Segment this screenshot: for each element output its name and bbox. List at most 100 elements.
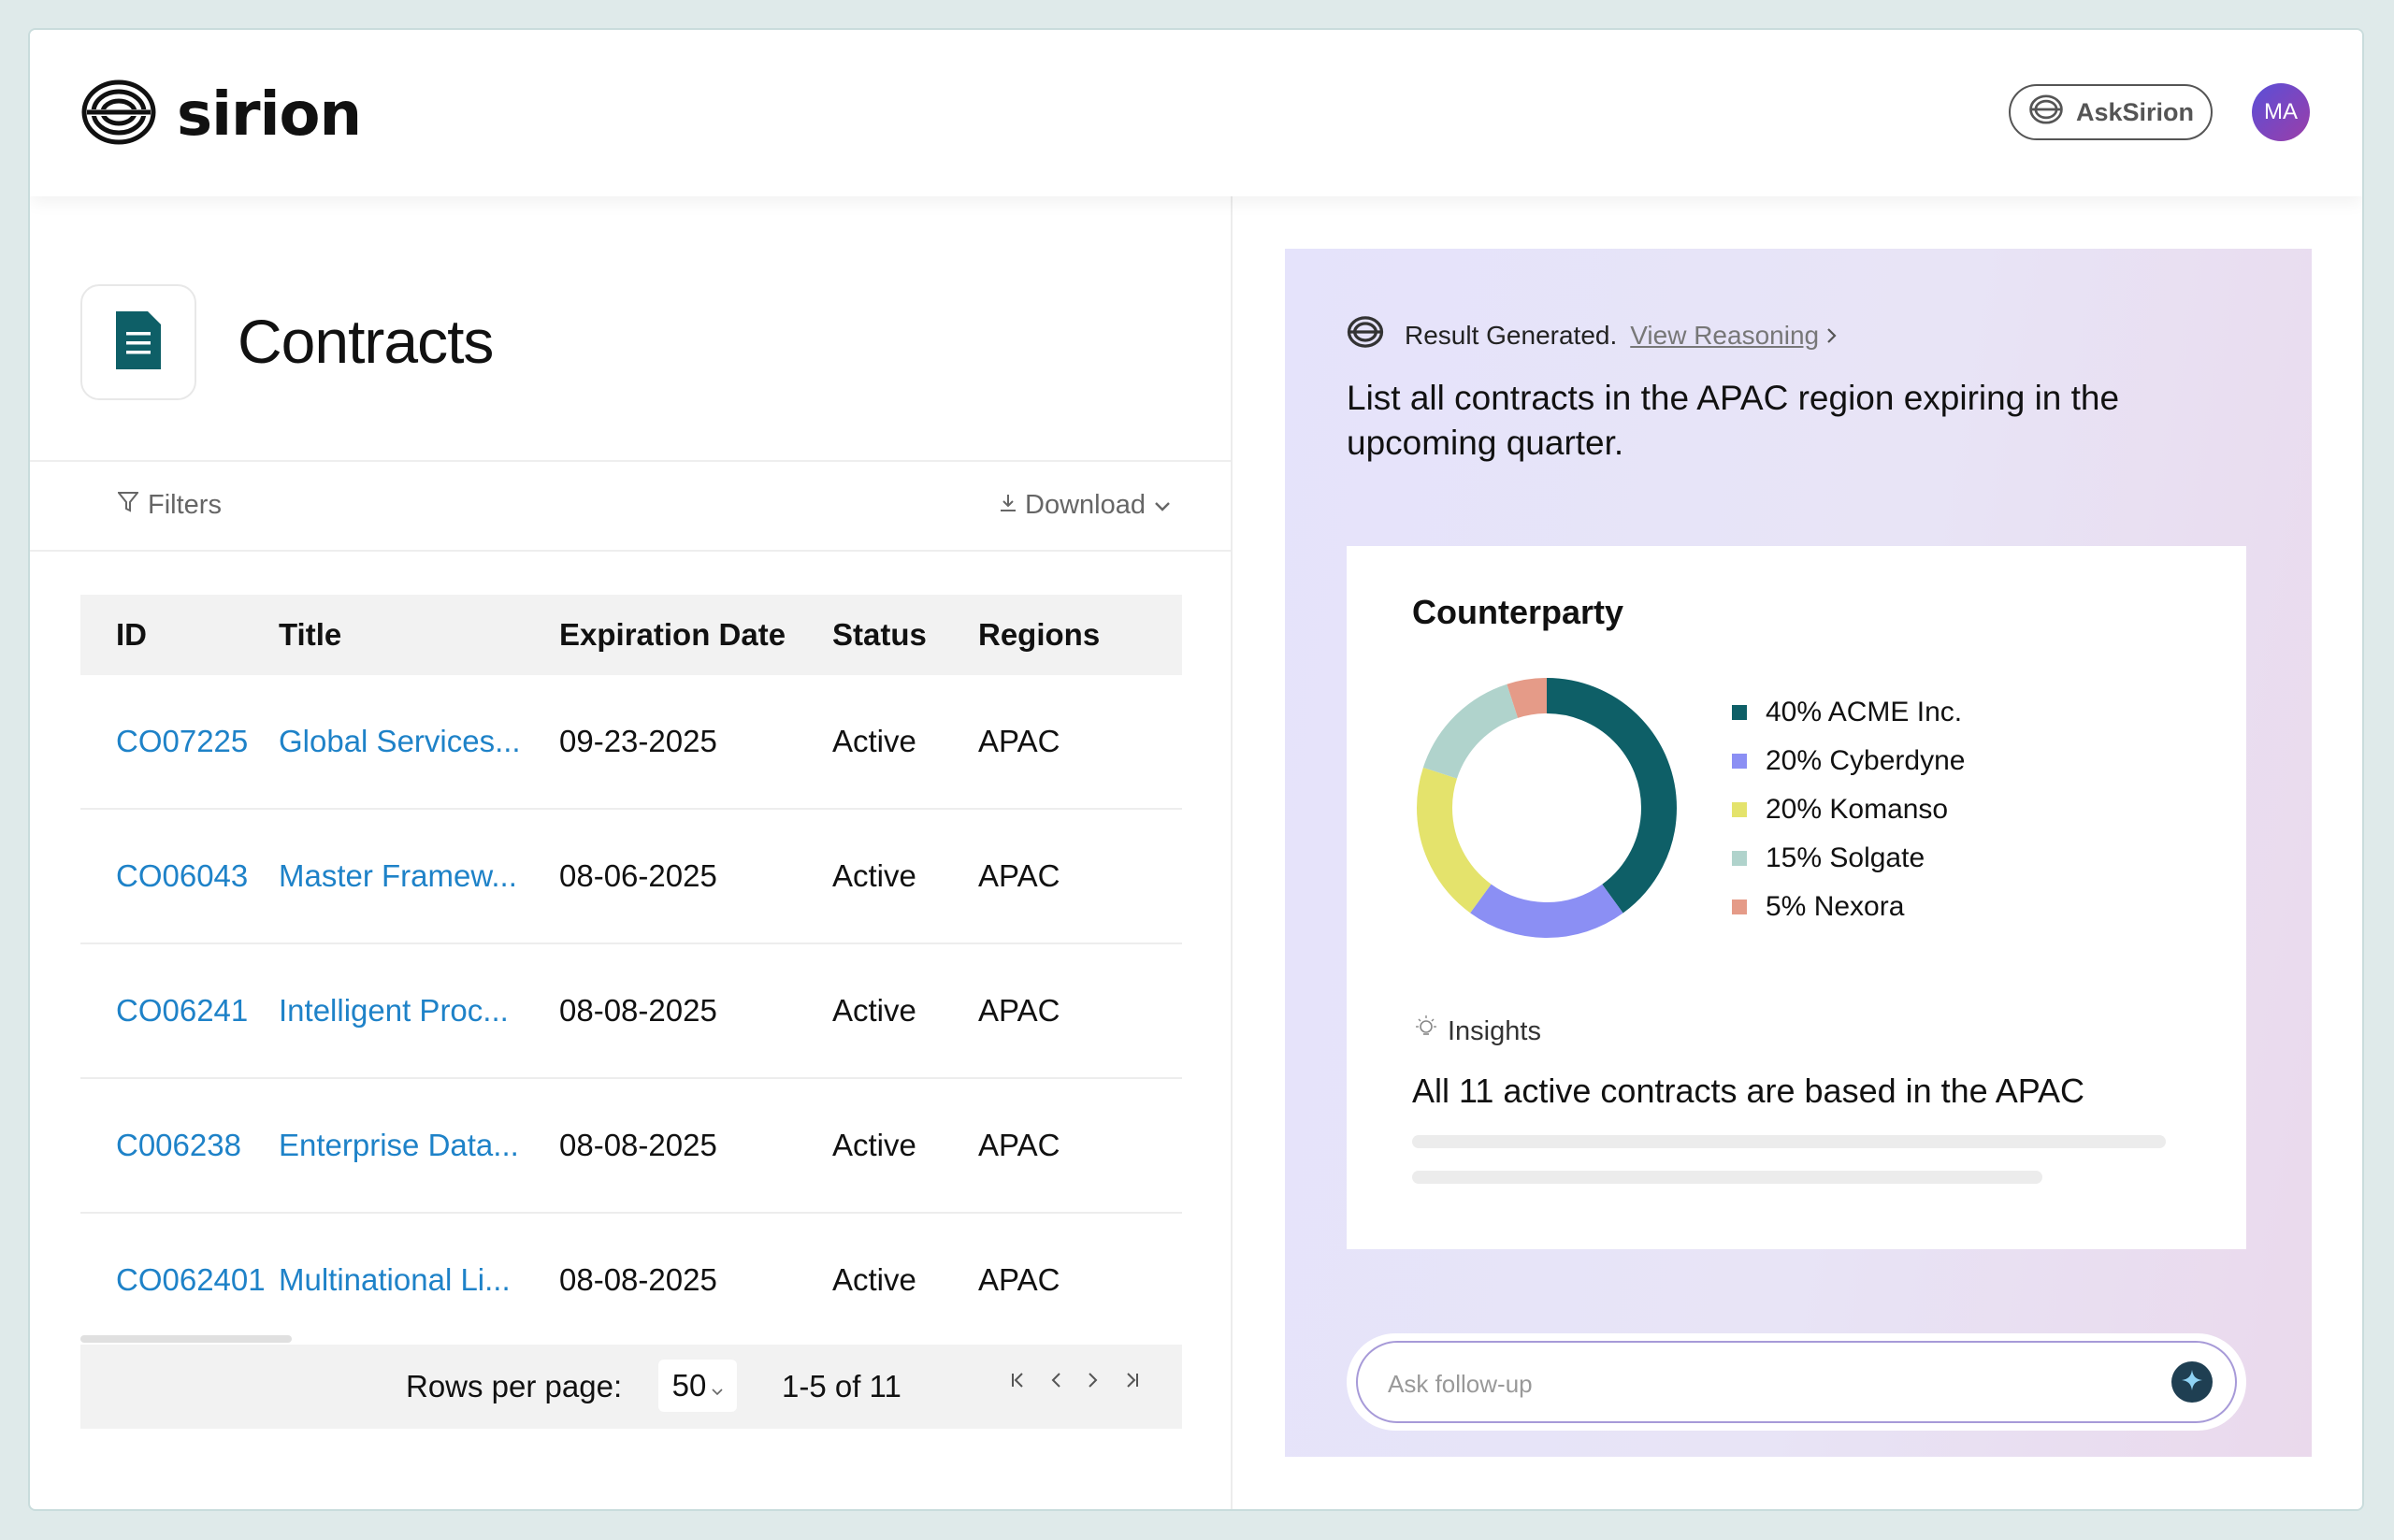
legend-swatch (1732, 802, 1747, 817)
legend-label: 20% Komanso (1766, 794, 1949, 825)
contract-title-link[interactable]: Multinational Li... (279, 1262, 511, 1297)
contract-title-link[interactable]: Intelligent Proc... (279, 993, 509, 1028)
expiration-date: 09-23-2025 (559, 724, 717, 758)
chevron-down-icon (1153, 490, 1172, 521)
insights-text: All 11 active contracts are based in the… (1412, 1072, 2085, 1110)
column-header-regions[interactable]: Regions (978, 617, 1101, 652)
sparkle-icon (2180, 1368, 2204, 1397)
result-generated-text: Result Generated. (1405, 320, 1618, 350)
contract-title-link[interactable]: Global Services... (279, 724, 521, 758)
donut-slice-4[interactable] (1417, 678, 1677, 938)
column-header-id[interactable]: ID (116, 617, 147, 652)
filters-button[interactable]: Filters (116, 490, 222, 521)
send-button[interactable] (2171, 1361, 2213, 1403)
ask-sirion-panel: Result Generated. View Reasoning List al… (1285, 249, 2312, 1457)
legend-item: 20% Komanso (1732, 785, 1965, 834)
rows-per-page-select[interactable]: 50 (658, 1360, 737, 1412)
contracts-icon-box (80, 284, 196, 400)
user-prompt: List all contracts in the APAC region ex… (1347, 379, 2120, 462)
result-status: Result Generated. View Reasoning (1347, 316, 1838, 354)
pagination-bar: Rows per page: 50 1-5 of 11 (80, 1345, 1182, 1429)
download-button[interactable]: Download (999, 490, 1172, 521)
last-page-icon[interactable] (1117, 1365, 1148, 1397)
sirion-logo-icon (1347, 316, 1384, 354)
status: Active (832, 858, 916, 893)
table-row[interactable]: CO07225 Global Services... 09-23-2025 Ac… (80, 675, 1182, 810)
region: APAC (978, 724, 1060, 758)
ask-sirion-label: AskSirion (2075, 97, 2195, 126)
table-row[interactable]: C006238 Enterprise Data... 08-08-2025 Ac… (80, 1079, 1182, 1214)
region: APAC (978, 858, 1060, 893)
contract-id-link[interactable]: CO06241 (116, 993, 249, 1028)
contract-id-link[interactable]: CO07225 (116, 724, 249, 758)
contracts-panel: Contracts Filters Download ID Title Expi… (30, 196, 1233, 1509)
contract-title-link[interactable]: Enterprise Data... (279, 1128, 519, 1162)
column-header-status[interactable]: Status (832, 617, 927, 652)
page-title: Contracts (238, 307, 494, 376)
legend-swatch (1732, 851, 1747, 866)
view-reasoning-link[interactable]: View Reasoning (1630, 320, 1820, 350)
previous-page-icon[interactable] (1040, 1365, 1072, 1397)
rows-per-page-label: Rows per page: (406, 1369, 623, 1403)
expiration-date: 08-08-2025 (559, 1128, 717, 1162)
table-header: ID Title Expiration Date Status Regions (80, 595, 1182, 675)
download-icon (999, 490, 1017, 521)
chart-title: Counterparty (1412, 593, 1624, 631)
counterparty-donut-chart (1417, 678, 1677, 938)
sirion-logo-icon (2027, 94, 2065, 131)
contract-id-link[interactable]: CO062401 (116, 1262, 266, 1297)
followup-field-wrapper (1356, 1341, 2237, 1423)
followup-box (1347, 1333, 2246, 1431)
table-row[interactable]: CO062401 Multinational Li... 08-08-2025 … (80, 1214, 1182, 1346)
app-window: sirion AskSirion MA (30, 30, 2362, 1509)
contract-id-link[interactable]: CO06043 (116, 858, 249, 893)
chevron-right-icon[interactable] (1826, 321, 1838, 351)
status: Active (832, 1128, 916, 1162)
legend-label: 20% Cyberdyne (1766, 745, 1966, 776)
expiration-date: 08-08-2025 (559, 1262, 717, 1297)
region: APAC (978, 993, 1060, 1028)
table-row[interactable]: CO06241 Intelligent Proc... 08-08-2025 A… (80, 944, 1182, 1079)
legend-item: 40% ACME Inc. (1732, 688, 1965, 737)
top-header: sirion AskSirion MA (30, 30, 2362, 196)
legend-swatch (1732, 754, 1747, 769)
expiration-date: 08-08-2025 (559, 993, 717, 1028)
legend-item: 15% Solgate (1732, 834, 1965, 883)
rows-per-page-value: 50 (671, 1368, 707, 1403)
table-row[interactable]: CO06043 Master Framew... 08-06-2025 Acti… (80, 810, 1182, 944)
loading-placeholder-line (1412, 1171, 2042, 1184)
followup-input[interactable] (1386, 1360, 2119, 1408)
next-page-icon[interactable] (1077, 1365, 1109, 1397)
contract-id-link[interactable]: C006238 (116, 1128, 241, 1162)
document-icon (116, 310, 161, 374)
first-page-icon[interactable] (1002, 1365, 1033, 1397)
brand-logo[interactable]: sirion (81, 79, 362, 151)
filters-label: Filters (148, 490, 222, 520)
insights-header: Insights (1412, 1014, 1541, 1049)
ask-sirion-button[interactable]: AskSirion (2009, 84, 2213, 140)
contracts-table: ID Title Expiration Date Status Regions … (80, 595, 1182, 1346)
chevron-down-icon (712, 1368, 723, 1403)
legend-item: 20% Cyberdyne (1732, 737, 1965, 785)
legend-swatch (1732, 900, 1747, 914)
download-label: Download (1025, 490, 1146, 520)
column-header-expiration-date[interactable]: Expiration Date (559, 617, 786, 652)
horizontal-scrollbar[interactable] (80, 1335, 292, 1343)
column-header-title[interactable]: Title (279, 617, 342, 652)
status: Active (832, 1262, 916, 1297)
sirion-logo-icon (81, 79, 156, 151)
expiration-date: 08-06-2025 (559, 858, 717, 893)
donut-slice-2[interactable] (1417, 678, 1677, 938)
status: Active (832, 724, 916, 758)
result-card: Counterparty 40% ACME Inc. 20% Cyberdyne 2… (1347, 546, 2246, 1249)
donut-slice-1[interactable] (1417, 678, 1677, 938)
contract-title-link[interactable]: Master Framew... (279, 858, 517, 893)
legend-label: 15% Solgate (1766, 842, 1925, 873)
legend-label: 5% Nexora (1766, 891, 1905, 922)
user-avatar[interactable]: MA (2252, 83, 2310, 141)
status: Active (832, 993, 916, 1028)
filter-icon (116, 490, 140, 521)
legend-item: 5% Nexora (1732, 883, 1965, 931)
divider (30, 550, 1231, 552)
legend-label: 40% ACME Inc. (1766, 697, 1963, 727)
